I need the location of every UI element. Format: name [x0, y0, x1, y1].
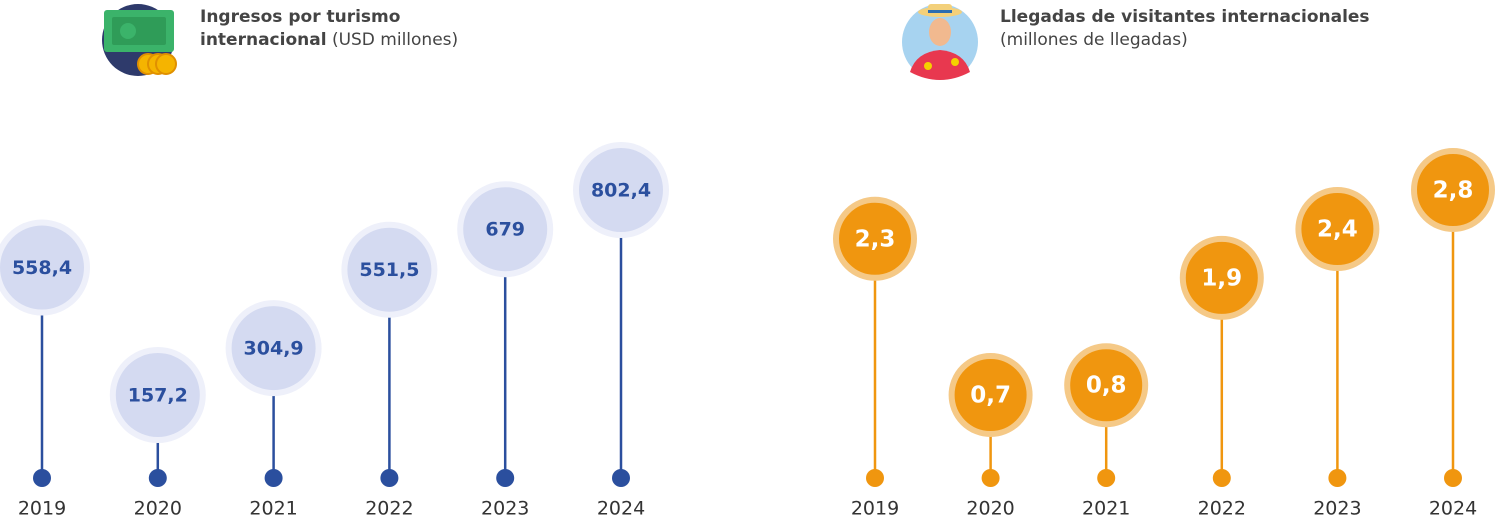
chart: 558,4 2019 157,2 2020 304,9 2021 551,5 2022 679 2…	[0, 0, 1496, 524]
base-dot	[33, 469, 51, 487]
base-dot	[982, 469, 1000, 487]
value-label: 2,8	[1433, 178, 1474, 204]
value-label: 2,3	[855, 226, 896, 252]
chart-title: Llegadas de visitantes internacionales	[1000, 7, 1370, 27]
base-dot	[265, 469, 283, 487]
base-dot	[866, 469, 884, 487]
x-tick-label: 2021	[1082, 498, 1130, 520]
base-dot	[1328, 469, 1346, 487]
x-tick-label: 2024	[1429, 498, 1477, 520]
base-dot	[612, 469, 630, 487]
x-tick-label: 2022	[1198, 498, 1246, 520]
chart-subtitle: (USD millones)	[332, 30, 458, 50]
x-tick-label: 2019	[18, 498, 66, 520]
base-dot	[496, 469, 514, 487]
page: 558,4 2019 157,2 2020 304,9 2021 551,5 2022 679 2…	[0, 0, 1496, 524]
chart-header: Llegadas de visitantes internacionales (…	[1000, 6, 1420, 52]
x-tick-label: 2022	[365, 498, 413, 520]
base-dot	[1213, 469, 1231, 487]
chart-subtitle: (millones de llegadas)	[1000, 30, 1188, 50]
value-label: 679	[485, 219, 525, 241]
chart-header: Ingresos por turismo internacional (USD …	[200, 6, 505, 52]
value-label: 551,5	[359, 259, 419, 281]
value-label: 558,4	[12, 257, 72, 279]
x-tick-label: 2020	[134, 498, 182, 520]
x-tick-label: 2020	[966, 498, 1014, 520]
value-label: 1,9	[1201, 265, 1242, 291]
money-icon	[102, 4, 176, 76]
value-label: 2,4	[1317, 217, 1358, 243]
base-dot	[380, 469, 398, 487]
x-tick-label: 2021	[249, 498, 297, 520]
x-tick-label: 2024	[597, 498, 645, 520]
x-tick-label: 2019	[851, 498, 899, 520]
x-tick-label: 2023	[481, 498, 529, 520]
base-dot	[1097, 469, 1115, 487]
value-label: 802,4	[591, 180, 651, 202]
value-label: 157,2	[128, 385, 188, 407]
value-label: 0,8	[1086, 373, 1127, 399]
value-label: 0,7	[970, 383, 1011, 409]
visitor-icon	[902, 4, 978, 80]
value-label: 304,9	[244, 338, 304, 360]
base-dot	[149, 469, 167, 487]
base-dot	[1444, 469, 1462, 487]
x-tick-label: 2023	[1313, 498, 1361, 520]
